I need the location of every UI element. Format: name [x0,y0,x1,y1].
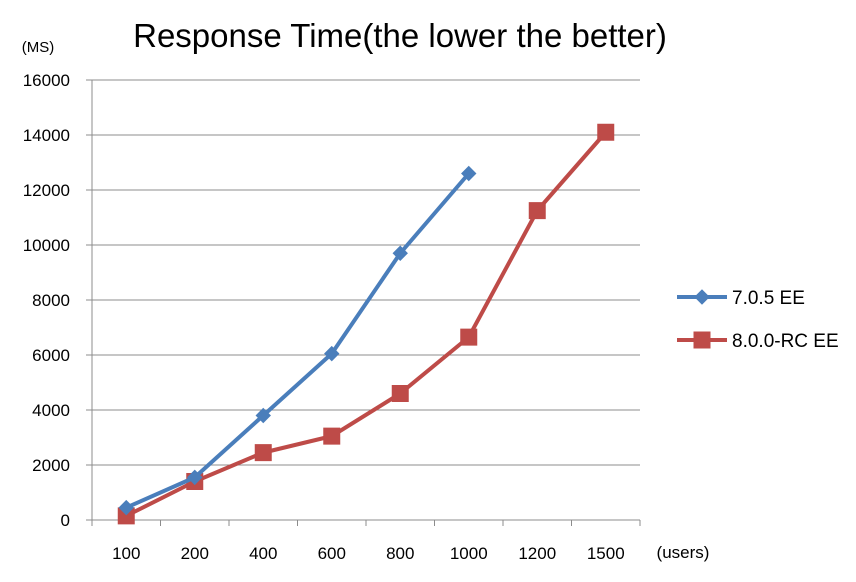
legend: 7.0.5 EE 8.0.0-RC EE [677,288,839,352]
legend-label-8-0-0-rc-ee: 8.0.0-RC EE [732,331,839,352]
data-point-7-0-5-ee-600 [324,345,340,362]
x-tick-label-1200: 1200 [518,544,556,563]
axes [86,79,641,526]
x-tick-label-600: 600 [318,544,346,563]
series-line-7-0-5-ee [125,172,471,510]
data-point-8-0-0-rc-ee-1200 [528,202,546,220]
data-point-7-0-5-ee-1000 [461,165,477,182]
x-tick-label-1000: 1000 [450,544,488,563]
data-point-7-0-5-ee-200 [187,469,203,486]
x-tick-label-400: 400 [249,544,277,563]
series-lines [117,123,615,525]
data-point-8-0-0-rc-ee-1000 [460,328,478,346]
y-tick-label-10000: 10000 [23,236,70,255]
data-point-8-0-0-rc-ee-1500 [597,123,615,141]
legend-label-7-0-5-ee: 7.0.5 EE [732,288,805,309]
y-tick-label-4000: 4000 [32,401,70,420]
y-tick-label-12000: 12000 [23,181,70,200]
legend-marker-7-0-5-ee [694,289,710,305]
series-line-8-0-0-rc-ee [125,130,608,518]
x-tick-label-800: 800 [386,544,414,563]
y-unit-label: (MS) [22,39,55,56]
y-tick-label-2000: 2000 [32,456,70,475]
y-tick-label-14000: 14000 [23,126,70,145]
x-tick-label-100: 100 [112,544,140,563]
chart-title: Response Time(the lower the better) [133,17,667,54]
data-point-8-0-0-rc-ee-800 [391,385,409,402]
x-tick-labels: 100 200 400 600 800 1000 1200 1500 [112,544,625,563]
x-unit-label: (users) [657,543,710,562]
data-point-8-0-0-rc-ee-400 [254,444,272,462]
y-tick-label-16000: 16000 [23,71,70,90]
legend-item-8-0-0-rc-ee: 8.0.0-RC EE [677,331,839,352]
data-point-7-0-5-ee-100 [118,499,134,516]
data-point-7-0-5-ee-800 [392,245,408,261]
series-8-0-0-rc-ee [117,123,615,525]
data-point-8-0-0-rc-ee-600 [323,427,341,445]
y-tick-label-6000: 6000 [32,346,70,365]
series-7-0-5-ee [118,165,477,516]
legend-item-7-0-5-ee: 7.0.5 EE [677,288,805,309]
y-tick-label-8000: 8000 [32,291,70,310]
legend-marker-8-0-0-rc-ee [693,331,711,349]
y-tick-labels: 0 2000 4000 6000 8000 10000 12000 14000 16000 [23,71,70,530]
x-tick-label-1500: 1500 [587,544,625,563]
x-tick-label-200: 200 [181,544,209,563]
y-tick-label-0: 0 [61,511,70,530]
data-point-7-0-5-ee-400 [255,407,271,424]
